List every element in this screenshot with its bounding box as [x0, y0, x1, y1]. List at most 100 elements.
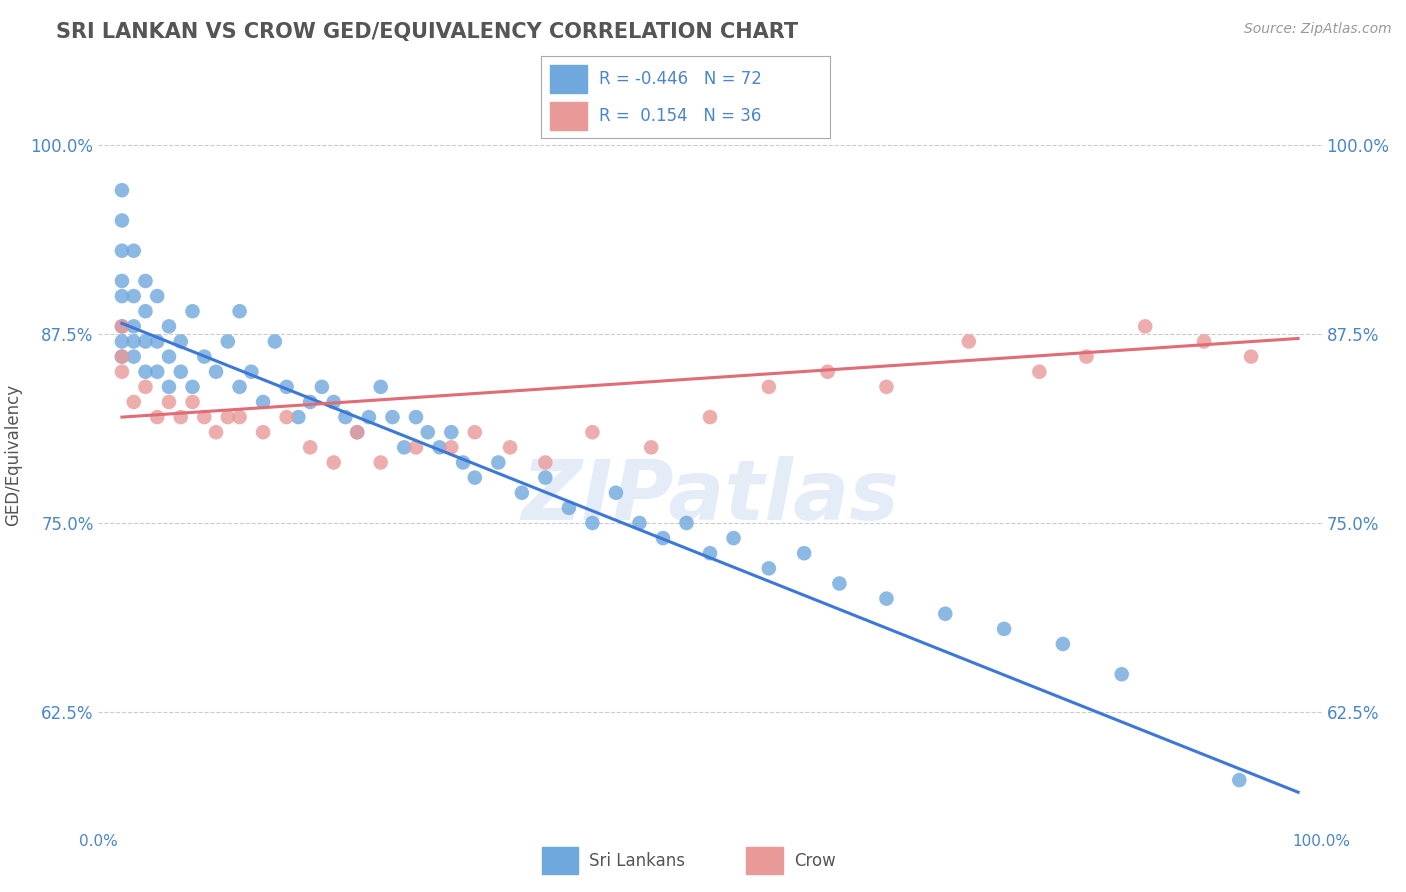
Point: [170, 410, 193, 425]
Point: [322, 395, 344, 409]
Point: [217, 410, 239, 425]
Point: [134, 380, 156, 394]
Bar: [747, 847, 783, 874]
Point: [534, 470, 557, 484]
Point: [957, 334, 980, 349]
Text: Sri Lankans: Sri Lankans: [589, 852, 685, 870]
Point: [170, 365, 193, 379]
Point: [464, 425, 486, 440]
Point: [758, 561, 780, 575]
Text: 0.0%: 0.0%: [79, 834, 118, 849]
Point: [111, 274, 134, 288]
Point: [605, 485, 627, 500]
Point: [828, 576, 851, 591]
Point: [146, 334, 169, 349]
Point: [134, 365, 156, 379]
Point: [146, 289, 169, 303]
Point: [122, 319, 145, 334]
Point: [311, 380, 333, 394]
Point: [181, 395, 204, 409]
Point: [628, 516, 651, 530]
Point: [370, 455, 392, 469]
Point: [416, 425, 439, 440]
Point: [429, 441, 451, 455]
Point: [1135, 319, 1157, 334]
Point: [217, 334, 239, 349]
Point: [405, 441, 427, 455]
Point: [1192, 334, 1215, 349]
Point: [510, 485, 533, 500]
Point: [122, 289, 145, 303]
Text: Source: ZipAtlas.com: Source: ZipAtlas.com: [1244, 22, 1392, 37]
Point: [346, 425, 368, 440]
Point: [322, 455, 344, 469]
Point: [381, 410, 404, 425]
Point: [581, 516, 603, 530]
Text: R = -0.446   N = 72: R = -0.446 N = 72: [599, 70, 762, 88]
Point: [499, 441, 522, 455]
Point: [122, 334, 145, 349]
Point: [486, 455, 509, 469]
Text: Crow: Crow: [794, 852, 835, 870]
Point: [875, 380, 897, 394]
Point: [111, 334, 134, 349]
Point: [346, 425, 368, 440]
Point: [111, 244, 134, 258]
Point: [111, 350, 134, 364]
Point: [640, 441, 662, 455]
Point: [122, 395, 145, 409]
Text: SRI LANKAN VS CROW GED/EQUIVALENCY CORRELATION CHART: SRI LANKAN VS CROW GED/EQUIVALENCY CORRE…: [56, 22, 799, 42]
Point: [181, 380, 204, 394]
Point: [1227, 773, 1250, 788]
Point: [122, 244, 145, 258]
Point: [875, 591, 897, 606]
Point: [111, 319, 134, 334]
Point: [934, 607, 956, 621]
Point: [276, 410, 298, 425]
Point: [299, 395, 322, 409]
Point: [1028, 365, 1050, 379]
Point: [299, 441, 322, 455]
Point: [240, 365, 263, 379]
Point: [111, 365, 134, 379]
Point: [146, 365, 169, 379]
Point: [758, 380, 780, 394]
Point: [228, 380, 250, 394]
Point: [793, 546, 815, 560]
Point: [464, 470, 486, 484]
Point: [205, 425, 228, 440]
Point: [1240, 350, 1263, 364]
Point: [335, 410, 357, 425]
Point: [652, 531, 675, 545]
Bar: [550, 65, 588, 93]
Text: 100.0%: 100.0%: [1292, 834, 1351, 849]
Point: [581, 425, 603, 440]
Point: [1076, 350, 1098, 364]
Point: [122, 350, 145, 364]
Text: ZIPatlas: ZIPatlas: [522, 456, 898, 537]
Point: [699, 546, 721, 560]
Y-axis label: GED/Equivalency: GED/Equivalency: [4, 384, 22, 526]
Point: [170, 334, 193, 349]
Point: [157, 350, 180, 364]
Point: [134, 334, 156, 349]
Point: [111, 289, 134, 303]
Point: [276, 380, 298, 394]
Point: [228, 304, 250, 318]
Point: [451, 455, 474, 469]
Point: [111, 213, 134, 227]
Point: [134, 304, 156, 318]
Point: [440, 425, 463, 440]
Point: [370, 380, 392, 394]
Point: [440, 441, 463, 455]
Point: [558, 500, 581, 515]
Point: [993, 622, 1015, 636]
Point: [111, 319, 134, 334]
Point: [357, 410, 380, 425]
Bar: [550, 103, 588, 130]
Point: [675, 516, 697, 530]
Point: [1111, 667, 1133, 681]
Point: [181, 304, 204, 318]
Bar: [541, 847, 578, 874]
Point: [228, 410, 250, 425]
